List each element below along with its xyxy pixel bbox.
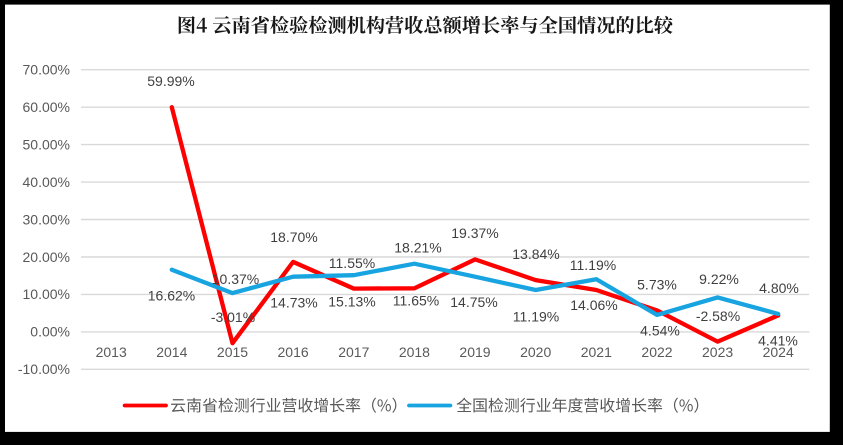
svg-text:2022: 2022 xyxy=(641,344,672,360)
svg-text:2017: 2017 xyxy=(338,344,369,360)
svg-text:9.22%: 9.22% xyxy=(699,271,739,287)
svg-text:2018: 2018 xyxy=(399,344,430,360)
svg-text:14.06%: 14.06% xyxy=(570,297,617,313)
svg-text:2020: 2020 xyxy=(520,344,551,360)
svg-text:16.62%: 16.62% xyxy=(148,288,195,304)
svg-text:2023: 2023 xyxy=(702,344,733,360)
svg-text:2015: 2015 xyxy=(217,344,248,360)
svg-text:11.19%: 11.19% xyxy=(513,309,559,325)
svg-text:11.55%: 11.55% xyxy=(329,255,375,271)
svg-text:14.73%: 14.73% xyxy=(270,295,317,311)
svg-text:40.00%: 40.00% xyxy=(23,174,70,190)
svg-text:-3.01%: -3.01% xyxy=(211,309,255,325)
svg-text:20.00%: 20.00% xyxy=(23,249,70,265)
svg-text:14.75%: 14.75% xyxy=(450,294,497,310)
svg-text:2014: 2014 xyxy=(156,344,187,360)
svg-text:60.00%: 60.00% xyxy=(23,99,70,115)
svg-text:13.84%: 13.84% xyxy=(512,246,559,262)
svg-text:4.80%: 4.80% xyxy=(759,280,799,296)
svg-text:30.00%: 30.00% xyxy=(23,211,70,227)
svg-text:4.41%: 4.41% xyxy=(758,333,798,349)
svg-text:11.65%: 11.65% xyxy=(393,293,439,309)
svg-text:2021: 2021 xyxy=(581,344,612,360)
svg-text:70.00%: 70.00% xyxy=(23,62,70,78)
svg-text:5.73%: 5.73% xyxy=(637,277,677,293)
svg-text:50.00%: 50.00% xyxy=(23,136,70,152)
svg-text:59.99%: 59.99% xyxy=(147,73,194,89)
svg-text:15.13%: 15.13% xyxy=(328,294,375,310)
svg-text:19.37%: 19.37% xyxy=(451,225,498,241)
svg-text:-10.00%: -10.00% xyxy=(18,361,70,377)
svg-text:2013: 2013 xyxy=(96,344,127,360)
svg-text:4.54%: 4.54% xyxy=(640,323,680,339)
svg-text:18.70%: 18.70% xyxy=(270,229,317,245)
svg-text:10.37%: 10.37% xyxy=(212,271,259,287)
svg-text:11.19%: 11.19% xyxy=(570,257,616,273)
svg-text:18.21%: 18.21% xyxy=(394,240,441,256)
svg-text:10.00%: 10.00% xyxy=(23,286,70,302)
svg-text:2019: 2019 xyxy=(459,344,490,360)
svg-text:2024: 2024 xyxy=(763,344,794,360)
svg-text:-2.58%: -2.58% xyxy=(696,308,740,324)
svg-text:2016: 2016 xyxy=(278,344,309,360)
svg-text:0.00%: 0.00% xyxy=(30,324,70,340)
